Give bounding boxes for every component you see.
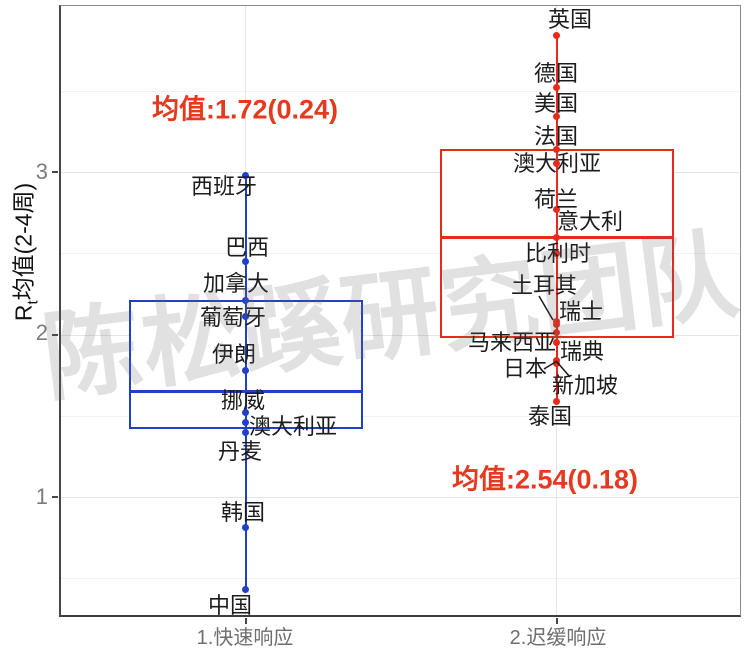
- group2-point-3: [553, 145, 560, 153]
- group1-country-label-0: 西班牙: [190, 174, 258, 199]
- group2-point-10: [553, 329, 560, 337]
- group2-point-0: [553, 32, 560, 39]
- y-tick-label-2: 2: [35, 320, 48, 345]
- group1-point-9: [242, 586, 249, 594]
- x-tick-label-group2: 2.迟缓响应: [509, 627, 607, 649]
- y-axis-title-main: R: [10, 304, 37, 322]
- group2-point-11: [553, 339, 560, 347]
- group1-point-1: [242, 257, 249, 265]
- y-tick-label-1: 1: [35, 484, 48, 509]
- group2-point-1: [553, 84, 560, 91]
- group2-country-label-14: 泰国: [527, 404, 573, 429]
- mean-annotation-group1: 均值:1.72(0.24): [151, 94, 339, 125]
- group1-point-6: [242, 418, 249, 426]
- group1-country-label-2: 加拿大: [202, 271, 270, 296]
- group2-country-label-13: 新加坡: [551, 373, 619, 398]
- group1-point-3: [242, 313, 249, 321]
- group2-country-label-12: 日本: [502, 356, 548, 381]
- group1-point-8: [242, 524, 249, 532]
- y-axis-title: Rt均值(2-4周): [5, 183, 42, 321]
- group2-point-2: [553, 113, 560, 121]
- group2-whisker-inner: [555, 149, 558, 338]
- y-axis-title-rest: 均值(2-4周): [10, 182, 37, 301]
- group2-point-5: [553, 205, 560, 213]
- group2-point-6: [553, 233, 560, 241]
- x-tick-mark-group1: [244, 618, 247, 624]
- group1-country-label-8: 韩国: [220, 500, 266, 525]
- group1-point-0: [242, 171, 249, 179]
- group1-median-line: [128, 389, 363, 393]
- plot-panel: [59, 5, 741, 617]
- group1-country-label-6: 澳大利亚: [248, 414, 338, 439]
- mean-annotation-group2: 均值:2.54(0.18): [451, 464, 639, 495]
- minor-gridline-3.5: [61, 90, 739, 92]
- y-tick-label-3: 3: [35, 159, 48, 184]
- group1-country-label-1: 巴西: [224, 235, 270, 260]
- group1-country-label-9: 中国: [207, 593, 253, 618]
- y-tick-mark-3: [52, 171, 58, 173]
- group2-point-9: [553, 321, 560, 329]
- minor-gridline-0.5: [61, 578, 739, 580]
- group1-point-4: [242, 366, 249, 374]
- minor-gridline-2.5: [61, 253, 739, 255]
- group1-country-label-4: 伊朗: [211, 342, 257, 367]
- group2-country-label-8: 土耳其: [510, 273, 578, 298]
- group1-whisker-inner: [244, 300, 247, 429]
- major-gridline-2: [61, 334, 739, 336]
- y-axis-title-sub: t: [24, 300, 42, 305]
- group2-point-4: [553, 160, 560, 168]
- group2-country-label-1: 德国: [533, 61, 579, 86]
- group1-country-label-3: 葡萄牙: [199, 305, 267, 330]
- group1-point-2: [242, 296, 249, 304]
- y-tick-mark-1: [52, 496, 58, 498]
- group2-point-14: [553, 397, 560, 405]
- group2-country-label-11: 瑞典: [559, 339, 605, 364]
- major-gridline-1: [61, 497, 739, 498]
- group2-country-label-10: 马来西亚: [467, 330, 557, 355]
- group1-country-label-5: 挪威: [220, 388, 266, 413]
- group2-country-label-3: 法国: [533, 124, 579, 149]
- x-tick-mark-group2: [555, 618, 558, 624]
- group2-country-label-5: 荷兰: [533, 187, 579, 212]
- minor-gridline-1.5: [61, 415, 739, 417]
- x-tick-label-group1: 1.快速响应: [196, 627, 294, 649]
- group1-country-label-7: 丹麦: [217, 439, 263, 464]
- group2-country-label-0: 英国: [547, 7, 593, 32]
- group2-country-label-2: 美国: [533, 91, 579, 116]
- y-tick-mark-2: [52, 333, 58, 336]
- group2-country-label-9: 瑞士: [558, 299, 604, 324]
- group2-point-7: [553, 249, 560, 257]
- group1-point-5: [242, 409, 249, 416]
- group2-country-label-7: 比利时: [524, 241, 592, 266]
- group2-country-label-6: 意大利: [556, 209, 624, 234]
- major-gridline-3: [61, 172, 739, 173]
- group2-country-label-4: 澳大利亚: [512, 151, 602, 176]
- group1-point-7: [242, 428, 249, 436]
